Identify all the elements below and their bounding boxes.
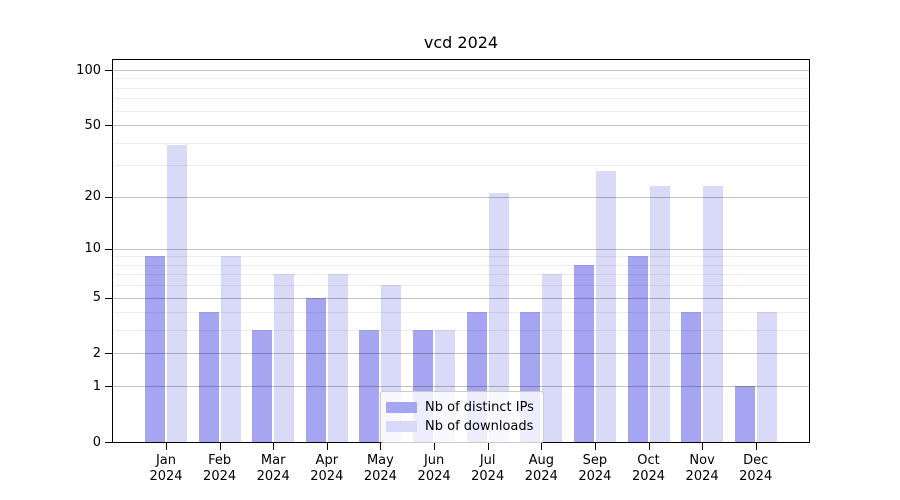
x-tick-month: Feb [208,453,232,468]
x-tick-label: Apr 2024 [310,453,343,485]
bars-layer [113,60,809,442]
legend-label-downloads: Nb of downloads [425,419,534,434]
plot-area: Nb of distinct IPs Nb of downloads 0 1 2 5 1… [76,59,810,484]
x-tick [434,443,436,450]
chart-title: vcd 2024 [423,33,499,52]
y-tick-label: 0 [92,434,101,450]
y-tick-label: 5 [92,290,101,306]
bar-distinct-ips [627,256,648,442]
bar-downloads [595,170,616,442]
bar-distinct-ips [145,256,165,442]
legend: Nb of distinct IPs Nb of downloads [380,391,544,443]
bar-downloads [542,274,563,442]
x-tick-month: Dec [743,453,769,468]
x-tick-month: Jan [155,453,177,468]
x-tick-label: Aug 2024 [525,453,558,485]
bar-downloads [649,185,670,442]
bar-distinct-ips [359,330,380,442]
x-tick-label: Feb 2024 [203,453,236,485]
x-tick-month: Sep [582,453,608,468]
y-tick-label: 10 [84,241,101,257]
x-tick [755,443,757,450]
y-tick [105,196,112,198]
legend-row-distinct-ips: Nb of distinct IPs [386,398,534,417]
x-tick-label: Dec 2024 [739,453,772,485]
x-tick-month: Nov [689,453,715,468]
x-tick-year: 2024 [149,469,183,484]
legend-swatch-distinct-ips [386,402,417,413]
x-tick-label: Jun 2024 [418,453,451,485]
y-tick [105,353,112,355]
x-tick-year: 2024 [471,469,505,484]
x-tick-year: 2024 [203,469,237,484]
x-tick-year: 2024 [310,469,344,484]
bar-downloads [488,192,509,442]
x-tick-year: 2024 [739,469,773,484]
y-tick [105,248,112,250]
x-tick-month: May [366,453,394,468]
x-tick-year: 2024 [631,469,666,484]
x-tick [594,443,596,450]
y-tick [105,297,112,299]
bar-downloads [220,256,241,442]
x-tick-month: Apr [315,453,339,468]
x-tick-year: 2024 [578,469,612,484]
y-tick [105,125,112,127]
x-tick [326,443,328,450]
bar-distinct-ips [305,297,326,442]
y-tick-label: 1 [92,378,101,394]
x-tick-year: 2024 [363,469,397,484]
legend-label-distinct-ips: Nb of distinct IPs [425,400,534,415]
x-tick-label: Jul 2024 [471,453,504,485]
y-tick [105,442,112,443]
x-tick-label: Mar 2024 [257,453,290,485]
x-tick-year: 2024 [685,469,719,484]
x-tick-year: 2024 [256,469,290,484]
y-tick [105,386,112,388]
y-tick-label: 50 [84,117,101,133]
bar-downloads [327,274,348,442]
x-tick-label: May 2024 [364,453,397,485]
bar-downloads [756,312,777,442]
x-tick [648,443,650,450]
legend-swatch-downloads [386,421,417,432]
y-tick-label: 2 [92,345,101,361]
x-tick-year: 2024 [417,469,451,484]
x-tick-month: Jul [479,453,496,468]
y-tick [105,70,112,71]
x-tick-year: 2024 [524,469,558,484]
x-tick-label: Oct 2024 [632,453,665,485]
x-tick-month: Aug [528,453,554,468]
bar-distinct-ips [198,312,219,442]
bar-distinct-ips [681,312,702,442]
x-tick-month: Oct [637,453,660,468]
x-tick-month: Mar [260,453,286,468]
y-tick-label: 100 [76,62,101,78]
x-tick-label: Nov 2024 [686,453,719,485]
x-tick [702,443,704,450]
y-tick-label: 20 [84,189,101,205]
bar-downloads [167,144,187,442]
x-tick [219,443,221,450]
x-tick [166,443,167,450]
x-tick [487,443,489,450]
x-tick-label: Jan 2024 [149,453,182,485]
x-tick-month: Jun [423,453,445,468]
x-tick-label: Sep 2024 [578,453,611,485]
x-tick [273,443,275,450]
bar-distinct-ips [252,330,273,442]
legend-row-downloads: Nb of downloads [386,417,534,436]
bar-downloads [703,185,724,442]
bar-downloads [274,274,295,442]
x-tick [541,443,543,450]
bar-distinct-ips [573,264,594,442]
bar-distinct-ips [734,386,755,442]
x-tick [380,443,382,450]
